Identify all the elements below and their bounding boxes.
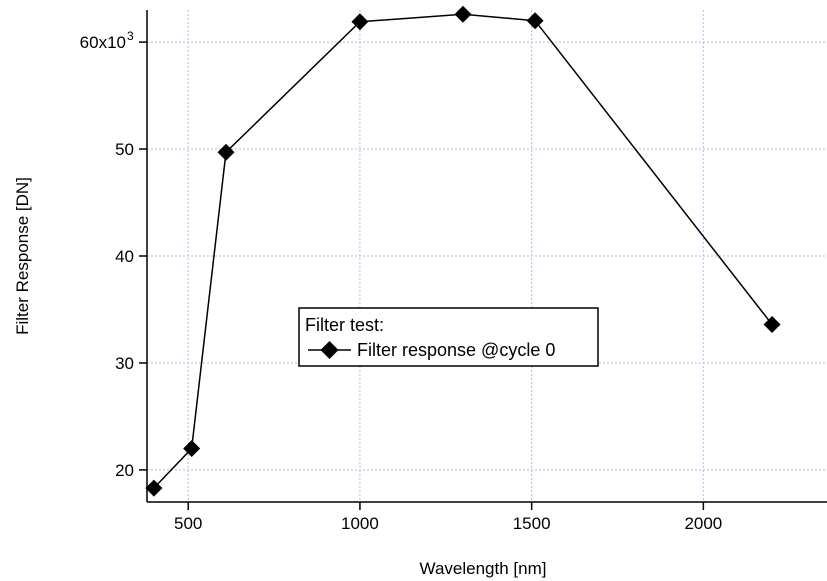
data-point xyxy=(145,479,163,497)
x-tick-label: 1500 xyxy=(513,514,551,533)
legend: Filter test: Filter response @cycle 0 xyxy=(298,307,599,367)
y-exponent-label: 3 xyxy=(127,29,134,43)
y-tick-label: 30 xyxy=(115,354,134,373)
ticks-layer: 500 1000 1500 2000 20 30 40 50 60x10 3 xyxy=(80,29,723,533)
y-axis-title: Filter Response [DN] xyxy=(13,177,32,335)
data-point xyxy=(526,12,544,30)
legend-series-label: Filter response @cycle 0 xyxy=(357,340,555,360)
x-tick-label: 500 xyxy=(174,514,202,533)
legend-series-marker-icon xyxy=(320,341,339,359)
series-layer xyxy=(145,5,781,497)
data-point xyxy=(454,5,472,23)
legend-title: Filter test: xyxy=(305,315,384,335)
data-point xyxy=(183,440,201,458)
legend-box xyxy=(298,307,599,367)
x-axis-title: Wavelength [nm] xyxy=(420,559,547,578)
y-tick-label: 40 xyxy=(115,247,134,266)
y-tick-label: 60x10 xyxy=(80,33,126,52)
data-point xyxy=(351,13,369,31)
data-point xyxy=(217,143,235,161)
grid-layer xyxy=(147,10,827,502)
y-tick-label: 50 xyxy=(115,140,134,159)
data-point xyxy=(763,315,781,333)
y-tick-label: 20 xyxy=(115,461,134,480)
series-line xyxy=(153,13,773,489)
x-tick-label: 1000 xyxy=(341,514,379,533)
x-tick-label: 2000 xyxy=(684,514,722,533)
